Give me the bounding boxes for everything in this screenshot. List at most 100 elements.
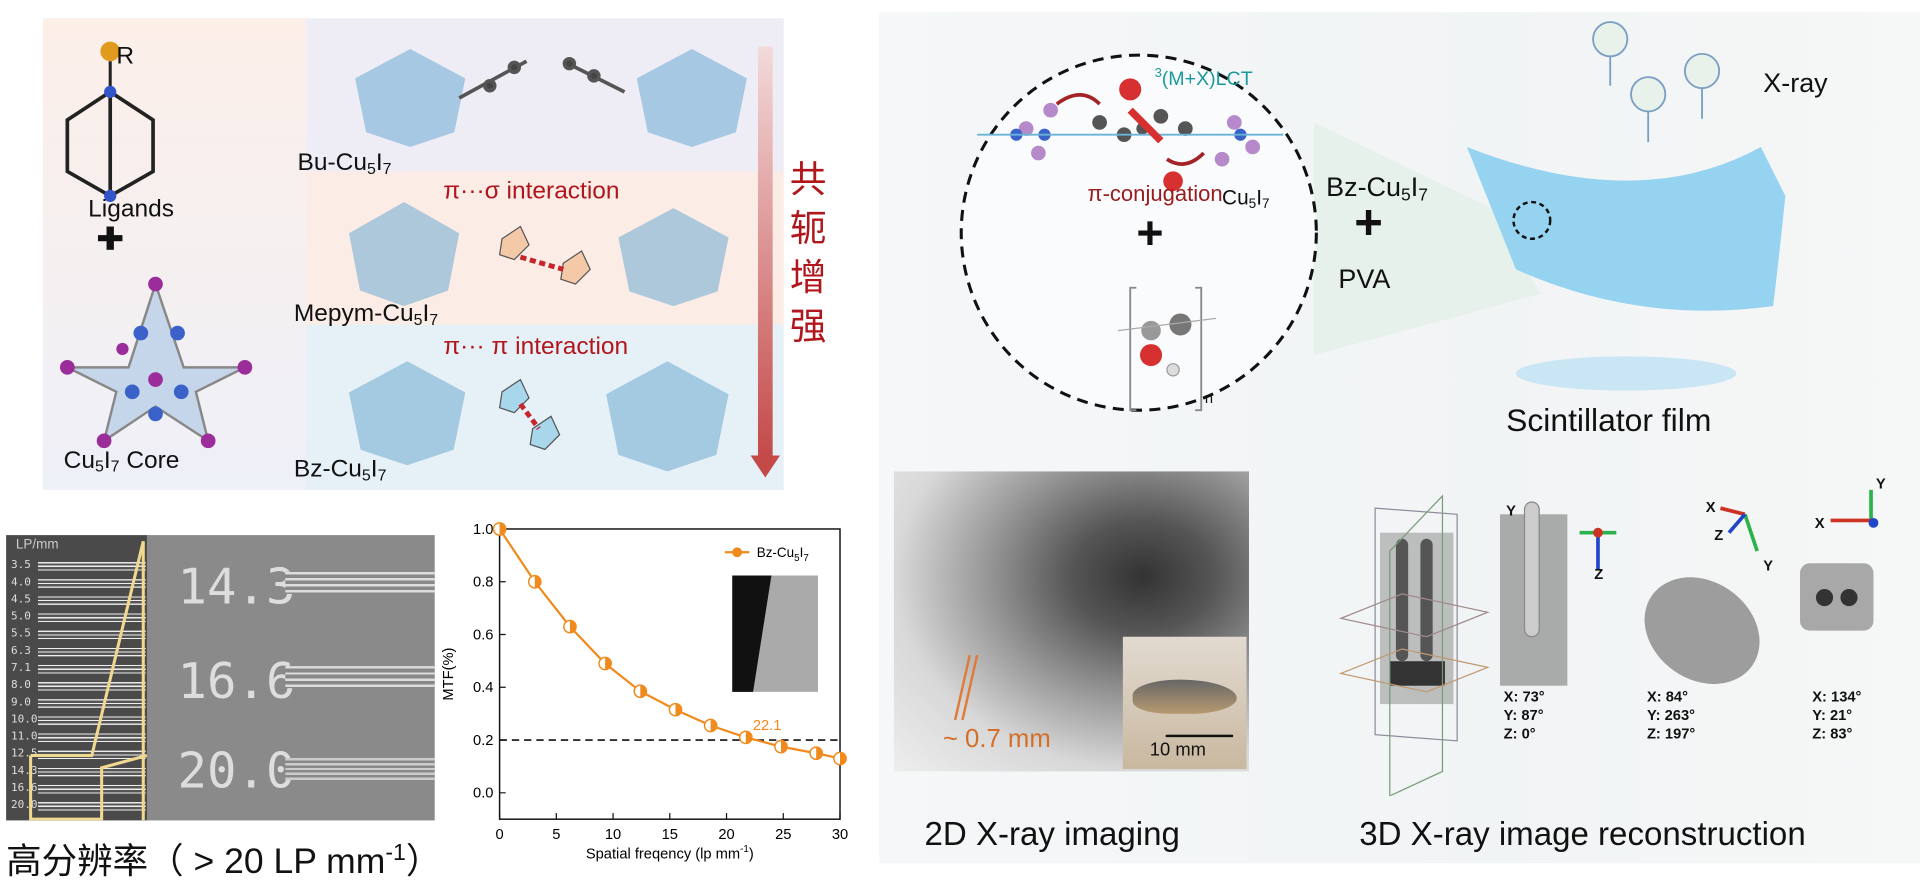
ruler-tick-label: 4.0 xyxy=(11,576,31,589)
ruler-bars xyxy=(37,596,146,605)
ruler-bars xyxy=(37,699,146,708)
line-pairs xyxy=(285,666,435,689)
pi-sigma-interaction-label: π···σ interaction xyxy=(443,177,620,205)
y-tick-label: 1.0 xyxy=(473,522,493,538)
ruler-bars xyxy=(37,647,146,657)
axis-label: X xyxy=(1705,498,1716,516)
ruler-header: LP/mm xyxy=(15,537,59,553)
axis-label: X xyxy=(1814,514,1825,532)
ruler-tick: 10.0 xyxy=(11,714,146,729)
ruler-bars xyxy=(37,613,146,623)
xray-label: X-ray xyxy=(1763,67,1828,98)
scale-marker xyxy=(953,654,979,721)
ruler-tick: 8.0 xyxy=(11,680,146,695)
data-point-fill xyxy=(675,703,682,716)
x-axis-label: Spatial freqency (lp mm-1) xyxy=(586,844,754,862)
ligand-structure-icon xyxy=(60,41,253,449)
axis-label: Z xyxy=(1594,565,1604,583)
y-tick-label: 0.2 xyxy=(473,733,493,749)
ruler-tick: 7.1 xyxy=(11,662,146,677)
ruler-tick-label: 10.0 xyxy=(11,713,38,727)
y-tick-label: 0.4 xyxy=(473,680,493,696)
scale-bar xyxy=(1165,734,1234,738)
view-angles-1: X: 73° Y: 87° Z: 0° xyxy=(1503,688,1545,743)
axis-label: Y xyxy=(1875,475,1886,493)
data-point-fill xyxy=(640,685,647,698)
data-point-fill xyxy=(499,522,506,536)
view-angles-3: X: 134° Y: 21° Z: 83° xyxy=(1812,688,1862,743)
cu5i7-label: Cu5I7 xyxy=(1222,186,1270,212)
line-pairs xyxy=(285,571,435,594)
ruler-tick-label: 8.0 xyxy=(11,679,31,692)
mepym-cu5i7-label: Mepym-Cu5I7 xyxy=(293,300,439,329)
ruler-tick: 5.0 xyxy=(11,611,146,626)
ruler-tick-label: 9.0 xyxy=(11,696,31,709)
data-point-fill xyxy=(569,620,577,633)
ruler-tick: 4.0 xyxy=(11,577,146,592)
x-tick-label: 20 xyxy=(718,827,734,843)
annotation-22-1: 22.1 xyxy=(753,718,782,734)
trend-char: 共 xyxy=(789,160,827,201)
ruler-tick: 3.5 xyxy=(11,560,146,575)
ruler-bars xyxy=(37,784,146,794)
data-point-fill xyxy=(605,657,612,670)
lct-label: 3(M+X)LCT xyxy=(1154,67,1253,90)
ruler-bars xyxy=(37,802,146,811)
bz-cu5i7-film-label: Bz-Cu5I7 xyxy=(1326,171,1428,206)
3d-reconstruction-caption: 3D X-ray image reconstruction xyxy=(1359,815,1806,853)
ruler-bars xyxy=(37,630,146,640)
pi-conjugation-label: π-conjugation xyxy=(1087,181,1223,206)
ruler-tick-label: 5.5 xyxy=(11,628,31,641)
r-group-label: R xyxy=(116,42,135,70)
ruler-bars xyxy=(37,682,146,691)
zoom-label-20-0: 20.0 xyxy=(177,743,296,800)
fish-icon xyxy=(1132,679,1237,714)
ruler-tick-label: 3.5 xyxy=(11,559,31,572)
edge-inset-dark xyxy=(732,575,772,692)
scale-0-7mm-label: ~ 0.7 mm xyxy=(942,724,1051,754)
polymer-repeat-n: n xyxy=(1204,389,1214,407)
zoom-label-14-3: 14.3 xyxy=(177,559,296,616)
ruler-tick: 4.5 xyxy=(11,594,146,609)
x-tick-label: 0 xyxy=(496,827,504,843)
ligands-label: Ligands xyxy=(88,195,174,223)
trend-char: 强 xyxy=(789,307,827,348)
ruler-tick-label: 5.0 xyxy=(11,611,31,624)
ruler-tick-label: 7.1 xyxy=(11,662,31,675)
trend-char: 增 xyxy=(789,258,827,299)
bu-cu5i7-label: Bu-Cu5I7 xyxy=(297,149,392,178)
zoom-label-16-6: 16.6 xyxy=(177,653,296,711)
ruler-bars xyxy=(37,579,146,588)
scintillator-film-shape xyxy=(1466,146,1786,311)
ruler-tick: 9.0 xyxy=(11,697,146,712)
ruler-bars xyxy=(37,664,146,674)
zoom-guide-lines xyxy=(29,540,148,821)
data-point-fill xyxy=(710,719,717,732)
ligand-chains-icon xyxy=(458,56,626,451)
ruler-bars xyxy=(37,716,146,725)
resolution-test-image: LP/mm 3.5 4.0 4.5 5.0 5.5 6.3 7.1 8.0 9.0 10.0 11.… xyxy=(6,535,435,821)
pi-pi-interaction-label: π··· π interaction xyxy=(443,333,629,361)
line-pairs xyxy=(285,757,435,781)
x-tick-label: 5 xyxy=(552,827,560,843)
plus-sign: + xyxy=(1354,195,1383,250)
2d-imaging-caption: 2D X-ray imaging xyxy=(924,815,1180,853)
legend-marker xyxy=(732,547,743,558)
trend-arrow-head xyxy=(750,455,781,478)
core-label: Cu5I7 Core xyxy=(63,446,180,476)
ruler-tick-label: 6.3 xyxy=(11,645,31,658)
data-point-fill xyxy=(534,575,541,588)
resolution-caption: 高分辨率（ > 20 LP mm-1） xyxy=(6,839,442,882)
x-tick-label: 30 xyxy=(832,827,848,843)
y-tick-label: 0.8 xyxy=(473,575,493,591)
ruler-tick-label: 11.0 xyxy=(11,731,38,744)
x-tick-label: 25 xyxy=(775,827,791,843)
data-point-fill xyxy=(745,731,752,744)
conjugation-enhancement-label: 共 轭 增 强 xyxy=(790,157,827,353)
data-point-fill xyxy=(840,752,847,765)
ruler-tick: 11.0 xyxy=(11,731,146,746)
pva-label: PVA xyxy=(1338,263,1391,294)
y-axis-label: MTF(%) xyxy=(441,648,457,701)
scintillator-schematic xyxy=(959,21,1786,412)
